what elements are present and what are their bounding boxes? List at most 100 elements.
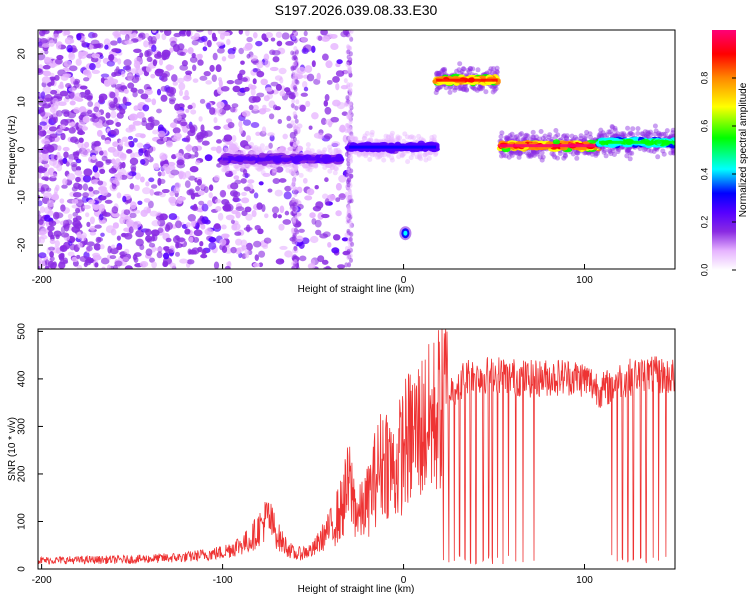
spectrogram-cell xyxy=(288,169,294,174)
spectrogram-cell xyxy=(593,151,599,157)
spectrogram-cell xyxy=(89,225,96,231)
spectrogram-cell xyxy=(280,85,286,92)
spectrogram-cell xyxy=(147,35,153,42)
spectrogram-cell xyxy=(109,103,116,109)
spectrogram-cell xyxy=(417,153,422,159)
spectrogram-cell xyxy=(103,79,111,87)
spectrogram-cell xyxy=(199,98,206,104)
spectrogram-cell xyxy=(168,165,176,171)
spectrogram-cell xyxy=(238,120,243,128)
spectrogram-cell xyxy=(329,164,335,170)
spectrogram-cell xyxy=(611,152,617,157)
spectrogram-cell xyxy=(401,138,407,144)
spectrogram-cell xyxy=(517,132,523,138)
spectrogram-cell xyxy=(333,148,339,154)
spectrogram-cell xyxy=(206,200,213,207)
spectrogram-cell xyxy=(335,147,341,153)
spectrogram-cell xyxy=(64,118,73,123)
spectrogram-cell xyxy=(156,251,163,259)
spectrogram-cell xyxy=(546,134,552,140)
spectrogram-cell xyxy=(515,150,521,156)
spectrogram-cell xyxy=(124,248,130,254)
spectrogram-cell xyxy=(349,30,354,34)
spectrogram-cell xyxy=(132,209,141,214)
spectrogram-cell xyxy=(95,161,104,168)
spectrogram-cell xyxy=(534,149,540,155)
spectrogram-cell xyxy=(44,214,51,222)
spectrogram-cell xyxy=(574,149,579,155)
spectrogram-cell xyxy=(117,58,122,65)
snr-y-tick-label: 0 xyxy=(17,566,28,572)
spectrogram-cell xyxy=(348,154,354,160)
spectrogram-cell xyxy=(569,133,575,139)
spectrogram-cell xyxy=(533,134,539,140)
spectrogram-cell xyxy=(356,152,362,158)
spectrogram-cell xyxy=(94,224,102,229)
spectrogram-cell xyxy=(276,40,283,47)
spectrogram-cell xyxy=(474,87,480,93)
spectrogram-cell xyxy=(356,151,362,157)
spectrogram-cell xyxy=(298,172,304,178)
spectrogram-cell xyxy=(293,164,299,170)
spectrogram-cell xyxy=(361,135,367,141)
spectrogram-cell xyxy=(93,106,100,113)
spectrogram-cell xyxy=(73,107,81,114)
spectrogram-cell xyxy=(345,84,350,90)
spectrogram-cell xyxy=(170,169,180,176)
spectrogram-cell xyxy=(38,68,44,76)
spectrogram-cell xyxy=(65,161,70,167)
spectrogram-cell xyxy=(333,165,339,171)
spectrogram-cell xyxy=(165,237,172,243)
spectrogram-cell xyxy=(456,67,462,73)
spectrogram-cell xyxy=(264,145,270,151)
spectrogram-cell xyxy=(116,235,122,241)
spectrogram-cell xyxy=(242,45,252,52)
spectrogram-cell xyxy=(245,242,253,251)
spectrogram-cell xyxy=(177,43,185,51)
spectrogram-cell xyxy=(42,86,52,94)
spectrogram-cell xyxy=(524,150,530,156)
spectrogram-cell xyxy=(224,147,229,153)
spectrogram-cell xyxy=(56,54,64,60)
spectrogram-cell xyxy=(292,30,297,33)
spectrogram-cell xyxy=(399,152,405,158)
spectrogram-cell xyxy=(222,205,231,210)
spectrogram-cell xyxy=(602,132,608,138)
snr-y-tick-label: 400 xyxy=(17,370,28,387)
spectrogram-cell xyxy=(241,77,248,82)
spectrogram-cell xyxy=(256,146,262,152)
spectrogram-cell xyxy=(344,69,348,75)
spectrogram-cell xyxy=(317,132,324,140)
spectrogram-cell xyxy=(216,139,222,144)
spectrogram-cell xyxy=(132,91,138,98)
spectrogram-x-tick-label: -200 xyxy=(32,275,52,286)
spectrogram-cell xyxy=(506,154,512,160)
spectrogram-cell xyxy=(422,152,428,158)
spectrogram-cell xyxy=(100,188,109,196)
spectrogram-cell xyxy=(427,150,433,156)
spectrogram-cell xyxy=(639,131,645,137)
spectrogram-cell xyxy=(72,191,82,198)
spectrogram-cell xyxy=(189,236,194,243)
snr-x-tick-label: 0 xyxy=(401,575,407,586)
spectrogram-cell xyxy=(251,148,257,153)
spectrogram-x-tick-label: 0 xyxy=(401,275,407,286)
spectrogram-cell xyxy=(169,47,174,53)
spectrogram-cell xyxy=(111,206,119,214)
spectrogram-cell xyxy=(389,157,395,163)
spectrogram-cell xyxy=(222,104,231,111)
spectrogram-cell xyxy=(114,83,124,90)
spectrogram-cell xyxy=(233,147,239,153)
spectrogram-cell xyxy=(478,86,484,92)
spectrogram-cell xyxy=(348,134,353,140)
spectrogram-cell xyxy=(299,104,306,112)
spectrogram-cell xyxy=(184,89,189,98)
spectrogram-cell xyxy=(488,66,494,72)
spectrogram-cell xyxy=(278,147,284,153)
spectrogram-cell xyxy=(583,133,589,139)
spectrogram-cell xyxy=(88,186,94,192)
spectrogram-cell xyxy=(204,130,213,137)
spectrogram-cell xyxy=(294,91,299,97)
spectrogram-cell xyxy=(289,162,295,168)
spectrogram-cell xyxy=(111,158,116,165)
